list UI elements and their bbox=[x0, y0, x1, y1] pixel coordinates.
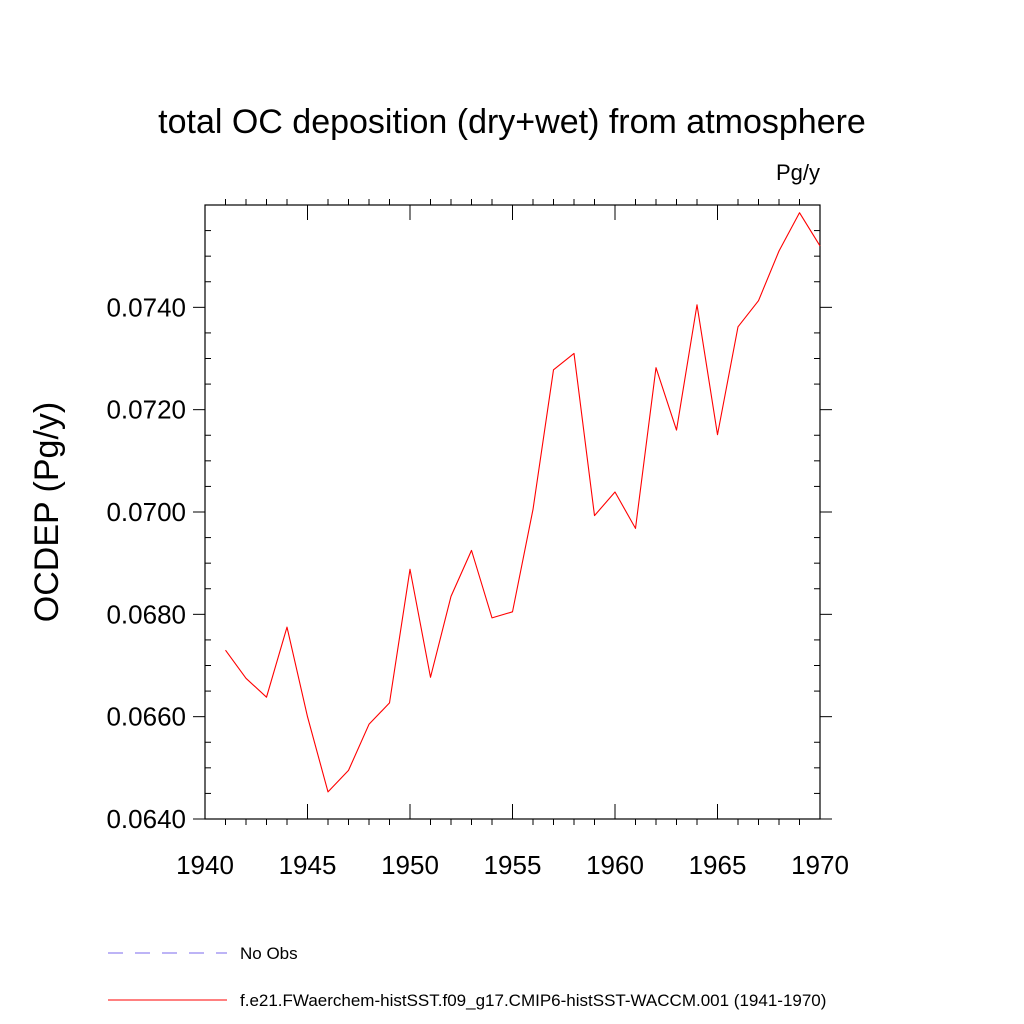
x-tick-label: 1940 bbox=[176, 850, 234, 880]
legend-label: f.e21.FWaerchem-histSST.f09_g17.CMIP6-hi… bbox=[240, 991, 826, 1010]
x-tick-label: 1950 bbox=[381, 850, 439, 880]
x-tick-label: 1945 bbox=[279, 850, 337, 880]
series-line bbox=[225, 212, 821, 793]
y-tick-label: 0.0720 bbox=[106, 395, 186, 425]
x-tick-label: 1965 bbox=[689, 850, 747, 880]
x-tick-label: 1970 bbox=[791, 850, 849, 880]
y-axis-label: OCDEP (Pg/y) bbox=[28, 402, 66, 622]
y-tick-label: 0.0640 bbox=[106, 804, 186, 834]
units-label: Pg/y bbox=[776, 160, 820, 185]
x-tick-label: 1960 bbox=[586, 850, 644, 880]
y-tick-label: 0.0660 bbox=[106, 702, 186, 732]
chart-title: total OC deposition (dry+wet) from atmos… bbox=[158, 103, 866, 141]
y-tick-label: 0.0740 bbox=[106, 292, 186, 322]
x-tick-label: 1955 bbox=[484, 850, 542, 880]
legend-label: No Obs bbox=[240, 944, 298, 963]
y-tick-label: 0.0680 bbox=[106, 599, 186, 629]
plot-frame bbox=[204, 204, 821, 820]
legend: No Obs f.e21.FWaerchem-histSST.f09_g17.CM… bbox=[108, 944, 826, 1010]
axis-ticks bbox=[193, 199, 832, 825]
y-tick-label: 0.0700 bbox=[106, 497, 186, 527]
tick-labels: 1940 1945 1950 1955 1960 1965 1970 0.0640 0.0660… bbox=[106, 292, 848, 880]
series-layer bbox=[225, 212, 821, 793]
